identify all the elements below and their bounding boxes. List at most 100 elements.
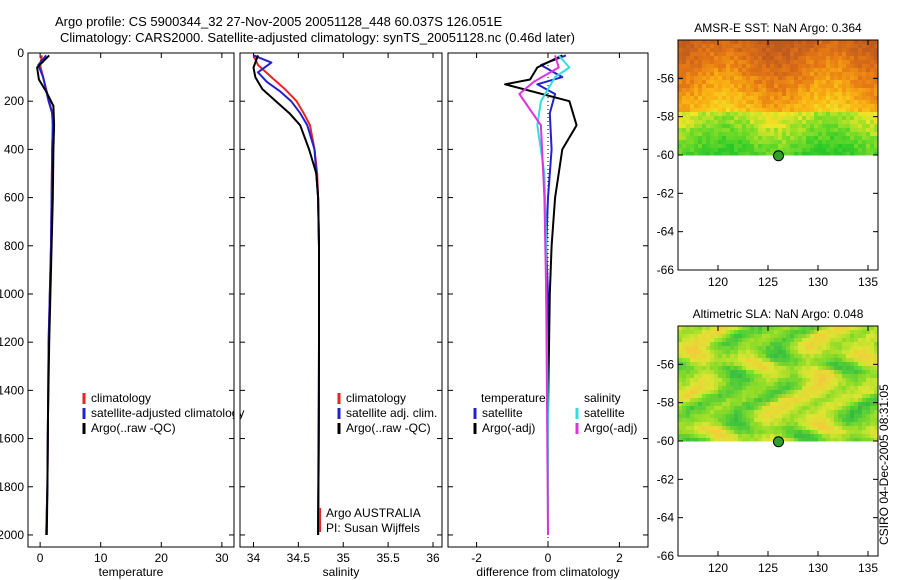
heatmap-cell <box>726 330 731 335</box>
heatmap-cell <box>814 144 819 149</box>
heatmap-cell <box>690 346 695 351</box>
heatmap-cell <box>706 56 711 61</box>
heatmap-cell <box>782 426 787 431</box>
heatmap-cell <box>826 108 831 113</box>
heatmap-cell <box>694 124 699 129</box>
heatmap-cell <box>762 60 767 65</box>
heatmap-cell <box>814 112 819 117</box>
heatmap-cell <box>738 402 743 407</box>
heatmap-cell <box>794 124 799 129</box>
heatmap-cell <box>850 152 855 156</box>
heatmap-cell <box>738 52 743 57</box>
heatmap-cell <box>742 84 747 89</box>
heatmap-cell <box>726 64 731 69</box>
heatmap-cell <box>830 326 835 331</box>
heatmap-cell <box>866 386 871 391</box>
heatmap-cell <box>846 128 851 133</box>
heatmap-cell <box>734 350 739 355</box>
heatmap-cell <box>770 48 775 53</box>
heatmap-cell <box>846 386 851 391</box>
heatmap-cell <box>858 350 863 355</box>
heatmap-cell <box>782 362 787 367</box>
heatmap-cell <box>806 342 811 347</box>
heatmap-cell <box>682 342 687 347</box>
heatmap-cell <box>758 52 763 57</box>
heatmap-cell <box>678 104 683 109</box>
heatmap-cell <box>678 96 683 101</box>
heatmap-cell <box>746 140 751 145</box>
heatmap-cell <box>754 116 759 121</box>
heatmap-cell <box>694 422 699 427</box>
heatmap-cell <box>738 358 743 363</box>
heatmap-cell <box>850 370 855 375</box>
heatmap-cell <box>734 418 739 423</box>
heatmap-cell <box>718 40 723 45</box>
heatmap-cell <box>718 148 723 153</box>
heatmap-cell <box>750 406 755 411</box>
heatmap-cell <box>854 326 859 331</box>
heatmap-cell <box>726 52 731 57</box>
heatmap-cell <box>754 84 759 89</box>
heatmap-cell <box>758 342 763 347</box>
heatmap-cell <box>710 92 715 97</box>
heatmap-cell <box>778 338 783 343</box>
heatmap-cell <box>818 362 823 367</box>
heatmap-cell <box>774 132 779 137</box>
heatmap-cell <box>782 124 787 129</box>
heatmap-cell <box>734 370 739 375</box>
heatmap-cell <box>858 68 863 73</box>
heatmap-cell <box>714 112 719 117</box>
heatmap-cell <box>726 406 731 411</box>
legend-title-temperature: temperature <box>481 391 546 405</box>
heatmap-cell <box>834 330 839 335</box>
heatmap-cell <box>682 112 687 117</box>
heatmap-cell <box>754 338 759 343</box>
heatmap-cell <box>830 60 835 65</box>
heatmap-cell <box>862 132 867 137</box>
heatmap-cell <box>810 60 815 65</box>
heatmap-cell <box>678 40 683 45</box>
heatmap-cell <box>842 68 847 73</box>
heatmap-cell <box>798 44 803 49</box>
heatmap-cell <box>770 398 775 403</box>
heatmap-cell <box>718 72 723 77</box>
heatmap-cell <box>694 354 699 359</box>
heatmap-cell <box>854 92 859 97</box>
heatmap-cell <box>854 152 859 156</box>
heatmap-cell <box>810 434 815 439</box>
heatmap-cell <box>686 60 691 65</box>
heatmap-cell <box>766 100 771 105</box>
heatmap-cell <box>866 330 871 335</box>
heatmap-cell <box>730 64 735 69</box>
heatmap-cell <box>698 64 703 69</box>
heatmap-cell <box>766 128 771 133</box>
heatmap-cell <box>830 68 835 73</box>
heatmap-cell <box>734 386 739 391</box>
heatmap-cell <box>818 124 823 129</box>
heatmap-cell <box>826 76 831 81</box>
heatmap-cell <box>862 152 867 156</box>
heatmap-cell <box>678 366 683 371</box>
heatmap-cell <box>722 366 727 371</box>
heatmap-cell <box>682 350 687 355</box>
heatmap-cell <box>822 326 827 331</box>
heatmap-cell <box>770 120 775 125</box>
heatmap-cell <box>842 120 847 125</box>
heatmap-cell <box>690 56 695 61</box>
heatmap-cell <box>874 128 879 133</box>
heatmap-cell <box>806 438 811 442</box>
heatmap-cell <box>870 120 875 125</box>
heatmap-cell <box>714 426 719 431</box>
heatmap-cell <box>802 140 807 145</box>
heatmap-cell <box>694 346 699 351</box>
heatmap-cell <box>686 48 691 53</box>
heatmap-cell <box>858 40 863 45</box>
heatmap-cell <box>694 398 699 403</box>
heatmap-cell <box>782 104 787 109</box>
heatmap-cell <box>706 330 711 335</box>
heatmap-cell <box>742 108 747 113</box>
heatmap-cell <box>806 104 811 109</box>
heatmap-cell <box>834 140 839 145</box>
heatmap-cell <box>802 40 807 45</box>
